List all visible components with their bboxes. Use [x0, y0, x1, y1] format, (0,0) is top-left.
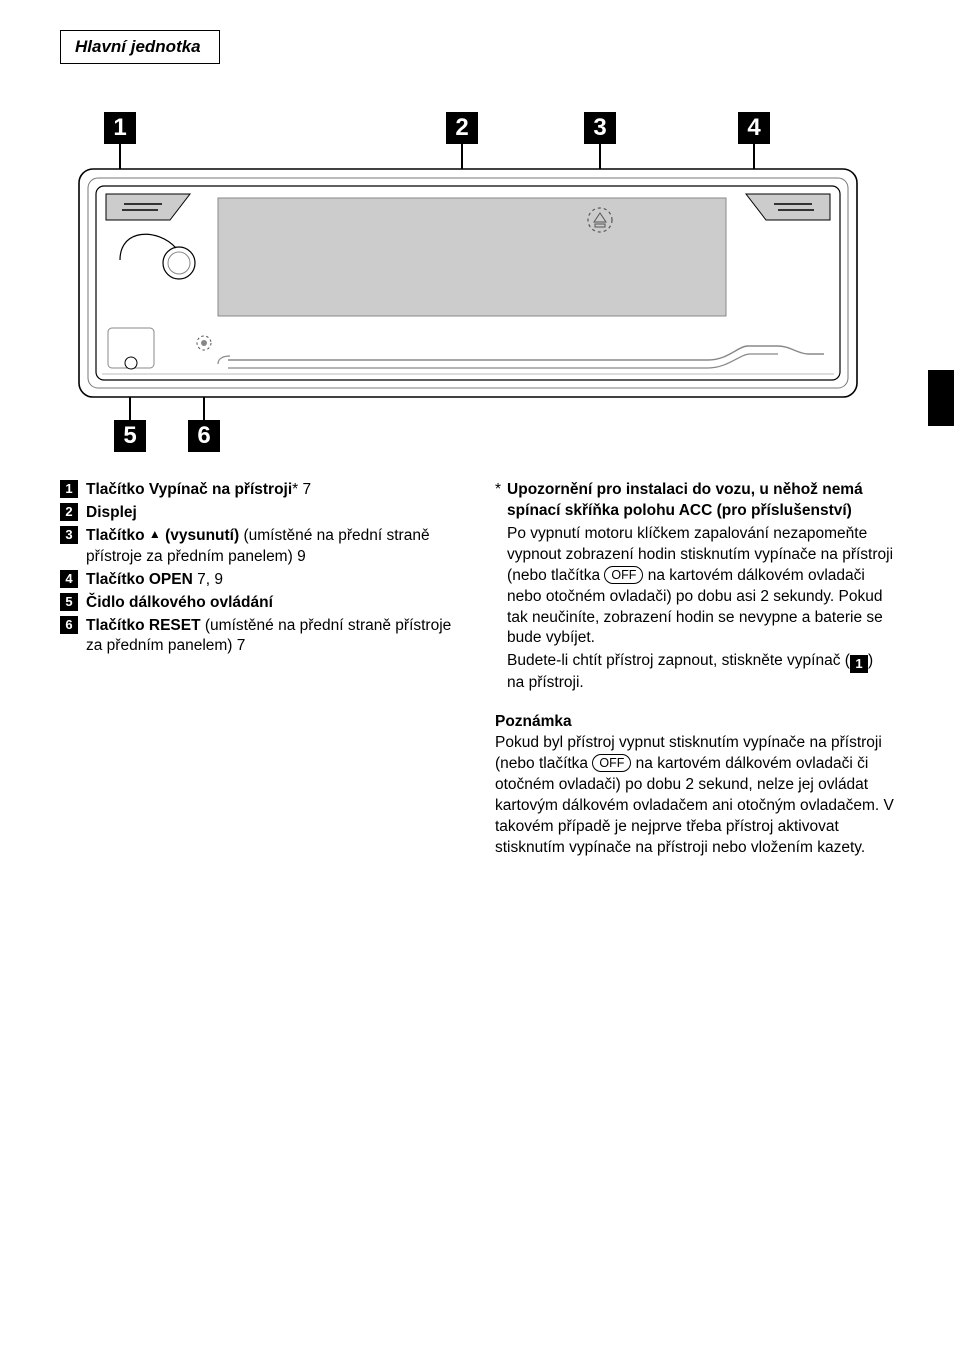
- unit-diagram: 1 2 3 4 5 6: [78, 112, 858, 462]
- legend-num-2: 2: [60, 503, 78, 521]
- warning-heading: Upozornění pro instalaci do vozu, u něho…: [507, 481, 863, 519]
- callout-3: 3: [584, 112, 616, 144]
- legend-num-6: 6: [60, 616, 78, 634]
- legend-num-4: 4: [60, 570, 78, 588]
- callout-5: 5: [114, 420, 146, 452]
- legend-3-bold-a: Tlačítko: [86, 527, 149, 544]
- section-title: Hlavní jednotka: [60, 30, 220, 64]
- asterisk: *: [495, 480, 501, 694]
- eject-icon: ▲: [149, 526, 161, 542]
- note-body: Pokud byl přístroj vypnut stisknutím vyp…: [495, 733, 894, 859]
- legend-item-4: 4 Tlačítko OPEN 7, 9: [60, 570, 459, 591]
- legend-2-bold: Displej: [86, 504, 137, 521]
- legend-4-after: 7, 9: [193, 571, 223, 588]
- display-window: [218, 198, 726, 316]
- off-pill-2: OFF: [592, 754, 631, 772]
- legend-num-5: 5: [60, 593, 78, 611]
- legend-list: 1 Tlačítko Vypínač na přístroji* 7 2 Dis…: [60, 480, 459, 859]
- note-heading: Poznámka: [495, 712, 894, 733]
- power-button-graphic: [163, 247, 195, 279]
- right-column: * Upozornění pro instalaci do vozu, u ně…: [495, 480, 894, 859]
- off-pill-1: OFF: [604, 566, 643, 584]
- reset-button: [197, 336, 211, 350]
- legend-item-1: 1 Tlačítko Vypínač na přístroji* 7: [60, 480, 459, 501]
- legend-1-after: * 7: [292, 481, 311, 498]
- callout-4: 4: [738, 112, 770, 144]
- legend-item-3: 3 Tlačítko ▲ (vysunutí) (umístěné na pře…: [60, 526, 459, 568]
- legend-num-3: 3: [60, 526, 78, 544]
- legend-1-bold: Tlačítko Vypínač na přístroji: [86, 481, 292, 498]
- legend-4-bold: Tlačítko OPEN: [86, 571, 193, 588]
- remote-sensor: [108, 328, 154, 369]
- callout-2: 2: [446, 112, 478, 144]
- legend-6-bold: Tlačítko RESET: [86, 617, 201, 634]
- legend-item-2: 2 Displej: [60, 503, 459, 524]
- callout-6: 6: [188, 420, 220, 452]
- callout-1: 1: [104, 112, 136, 144]
- inline-callout-1: 1: [850, 655, 868, 673]
- legend-item-6: 6 Tlačítko RESET (umístěné na přední str…: [60, 616, 459, 658]
- legend-5-bold: Čidlo dálkového ovládání: [86, 594, 273, 611]
- warning-p2a: Budete-li chtít přístroj zapnout, stiskn…: [507, 652, 850, 669]
- legend-3-bold-b: (vysunutí): [161, 527, 239, 544]
- unit-svg: [78, 168, 858, 400]
- legend-num-1: 1: [60, 480, 78, 498]
- page-side-tab: [928, 370, 954, 426]
- legend-item-5: 5 Čidlo dálkového ovládání: [60, 593, 459, 614]
